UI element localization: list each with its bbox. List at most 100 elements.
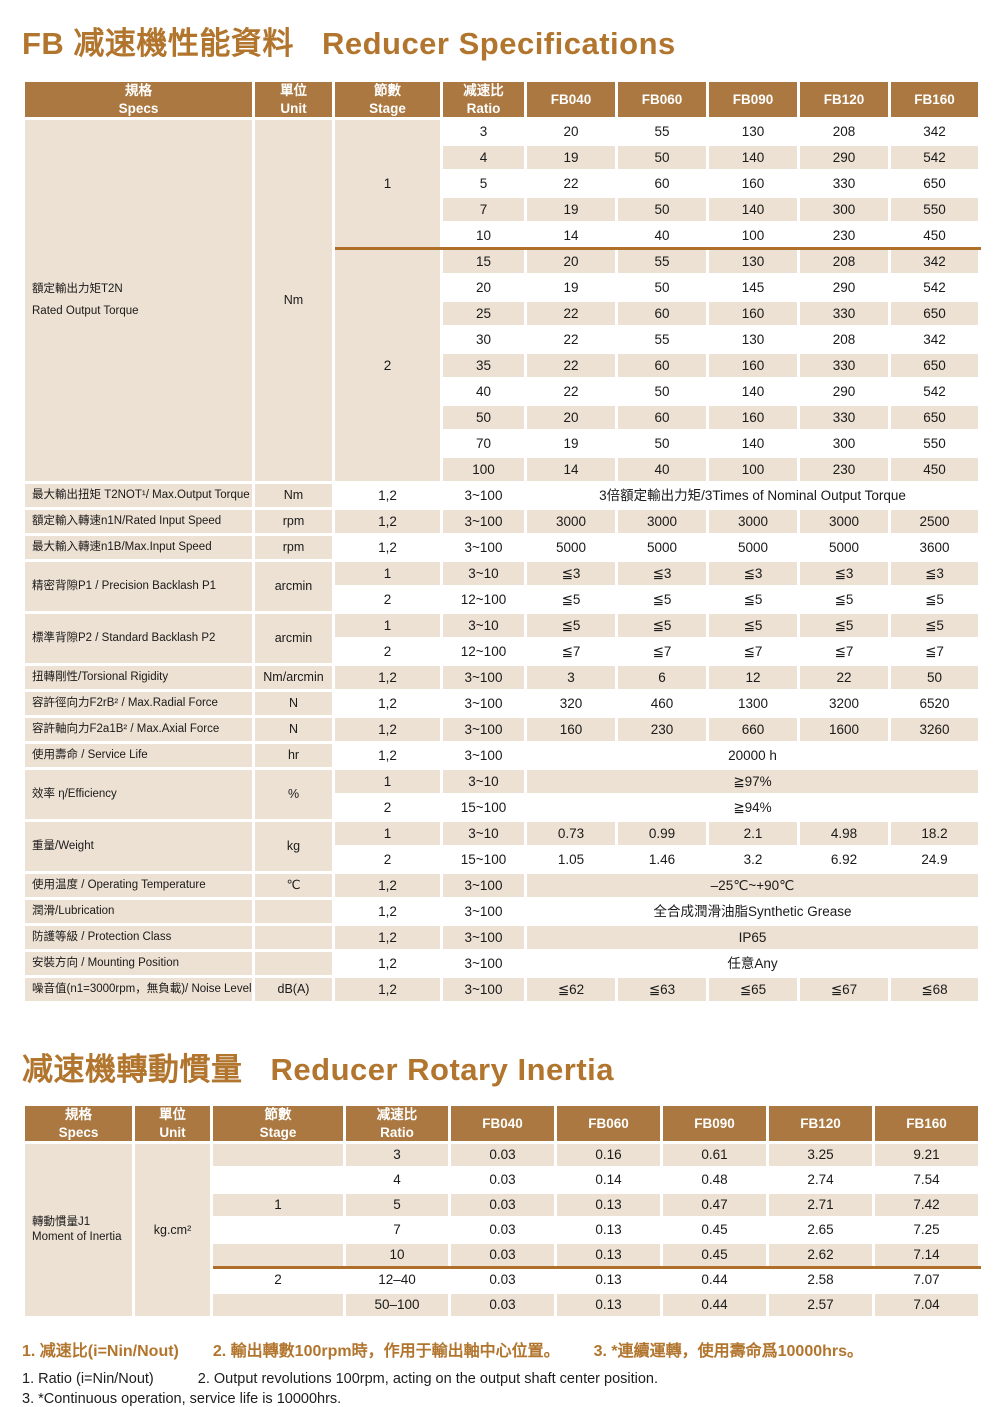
value-cell: 50	[615, 273, 709, 303]
footnotes-en-line2: 3. *Continuous operation, service life i…	[22, 1391, 978, 1407]
stage-cell: 1,2	[332, 533, 443, 563]
value-cell: 0.03	[448, 1141, 557, 1170]
value-cell: 19	[524, 195, 618, 225]
ratio-cell: 10	[440, 221, 527, 251]
value-cell: ≦67	[797, 975, 891, 1005]
value-cell: 2500	[888, 507, 981, 537]
ratio-cell: 3~100	[440, 481, 527, 511]
table-row: 使用温度 / Operating Temperature ℃ 1,2 3~100 –25…	[22, 871, 981, 901]
value-cell: 450	[888, 455, 981, 485]
stage-cell	[210, 1216, 346, 1245]
col-header-model: FB120	[797, 78, 891, 121]
value-cell: 342	[888, 247, 981, 277]
span-value-cell: ≧97%	[524, 767, 981, 797]
value-cell: 7.54	[872, 1166, 981, 1195]
spec-label-cell: 重量/Weight	[22, 819, 255, 875]
value-cell: 60	[615, 169, 709, 199]
table-row: 容許軸向力F2a1B² / Max.Axial Force N 1,2 3~100 16…	[22, 715, 981, 745]
value-cell: 5000	[524, 533, 618, 563]
value-cell: 0.03	[448, 1266, 557, 1295]
stage-cell: 1	[332, 559, 443, 589]
ratio-cell: 3~100	[440, 663, 527, 693]
value-cell: 208	[797, 117, 891, 147]
value-cell: ≦5	[706, 611, 800, 641]
spec-label-cell: 標準背隙P2 / Standard Backlash P2	[22, 611, 255, 667]
value-cell: 22	[524, 351, 618, 381]
ratio-cell: 3~100	[440, 715, 527, 745]
title-specifications-zh: FB 减速機性能資料	[22, 26, 294, 61]
col-header-specs: 規格 Specs	[22, 1103, 135, 1145]
value-cell: 2.71	[766, 1191, 875, 1220]
value-cell: 2.1	[706, 819, 800, 849]
value-cell: 330	[797, 169, 891, 199]
col-header-model: FB040	[448, 1103, 557, 1145]
header-row: 規格 Specs 單位 Unit 節數 Stage 减速比 Ratio FB040 FB060 FB…	[22, 1103, 981, 1145]
span-value-cell: ≧94%	[524, 793, 981, 823]
stage-cell: 1,2	[332, 507, 443, 537]
value-cell: 290	[797, 377, 891, 407]
title-inertia-en: Reducer Rotary Inertia	[270, 1052, 614, 1088]
value-cell: 0.45	[660, 1241, 769, 1270]
stage-cell: 2	[332, 845, 443, 875]
value-cell: 7.25	[872, 1216, 981, 1245]
value-cell: ≦5	[797, 585, 891, 615]
unit-cell: Nm	[252, 117, 335, 485]
table-row: 防護等級 / Protection Class 1,2 3~100 IP65	[22, 923, 981, 953]
spec-label-cell: 最大輸出扭矩 T2NOT¹/ Max.Output Torque	[22, 481, 255, 511]
span-value-cell: –25℃~+90℃	[524, 871, 981, 901]
ratio-cell: 3~10	[440, 767, 527, 797]
table-row: 35 22 60 160 330 650	[24, 351, 981, 381]
value-cell: 18.2	[888, 819, 981, 849]
spec-label-cell: 噪音值(n1=3000rpm，無負載)/ Noise Level	[22, 975, 255, 1005]
value-cell: 300	[797, 429, 891, 459]
value-cell: 230	[797, 221, 891, 251]
span-value-cell: 20000 h	[524, 741, 981, 771]
ratio-cell: 3~100	[440, 949, 527, 979]
unit-cell: %	[252, 767, 335, 823]
spec-label-cell: 潤滑/Lubrication	[22, 897, 255, 927]
value-cell: ≦3	[615, 559, 709, 589]
footnote-zh-2: 2. 輸出轉數100rpm時，作用于輸出軸中心位置。	[212, 1343, 560, 1361]
value-cell: ≦5	[524, 611, 618, 641]
table-row: 最大輸出扭矩 T2NOT¹/ Max.Output Torque Nm 1,2 3~1…	[22, 481, 981, 511]
unit-cell: rpm	[252, 507, 335, 537]
value-cell: 160	[706, 169, 800, 199]
value-cell: 130	[706, 325, 800, 355]
stage-cell	[210, 1241, 346, 1270]
value-cell: 0.44	[660, 1291, 769, 1320]
col-header-stage: 節數 Stage	[332, 78, 443, 121]
value-cell: 3000	[706, 507, 800, 537]
value-cell: 60	[615, 351, 709, 381]
unit-cell: arcmin	[252, 611, 335, 667]
value-cell: 160	[524, 715, 618, 745]
value-cell: 1600	[797, 715, 891, 745]
value-cell: 19	[524, 273, 618, 303]
value-cell: ≦7	[706, 637, 800, 667]
value-cell: 208	[797, 247, 891, 277]
unit-cell: hr	[252, 741, 335, 771]
unit-cell: dB(A)	[252, 975, 335, 1005]
table-row: 10 0.03 0.13 0.45 2.62 7.14	[24, 1241, 981, 1270]
span-value-cell: IP65	[524, 923, 981, 953]
stage-cell: 1	[332, 117, 443, 251]
stage-cell: 1,2	[332, 663, 443, 693]
stage-cell	[210, 1141, 346, 1170]
value-cell: 20	[524, 117, 618, 147]
value-cell: 160	[706, 403, 800, 433]
ratio-cell: 3~100	[440, 975, 527, 1005]
col-header-model: FB060	[554, 1103, 663, 1145]
ratio-cell: 10	[343, 1241, 451, 1270]
ratio-cell: 50	[440, 403, 527, 433]
table-row: 扭轉剛性/Torsional Rigidity Nm/arcmin 1,2 3~100…	[22, 663, 981, 693]
value-cell: ≦7	[797, 637, 891, 667]
value-cell: 300	[797, 195, 891, 225]
value-cell: 7.42	[872, 1191, 981, 1220]
value-cell: 330	[797, 351, 891, 381]
value-cell: 1.05	[524, 845, 618, 875]
value-cell: 22	[524, 377, 618, 407]
ratio-cell: 7	[440, 195, 527, 225]
stage-cell: 1,2	[332, 949, 443, 979]
table-row: 2 12~100 ≦5 ≦5 ≦5 ≦5 ≦5	[24, 585, 981, 615]
table-row: 2 12~100 ≦7 ≦7 ≦7 ≦7 ≦7	[24, 637, 981, 667]
table-row: 效率 η/Efficiency% 1 3~10 ≧97%	[22, 767, 981, 823]
